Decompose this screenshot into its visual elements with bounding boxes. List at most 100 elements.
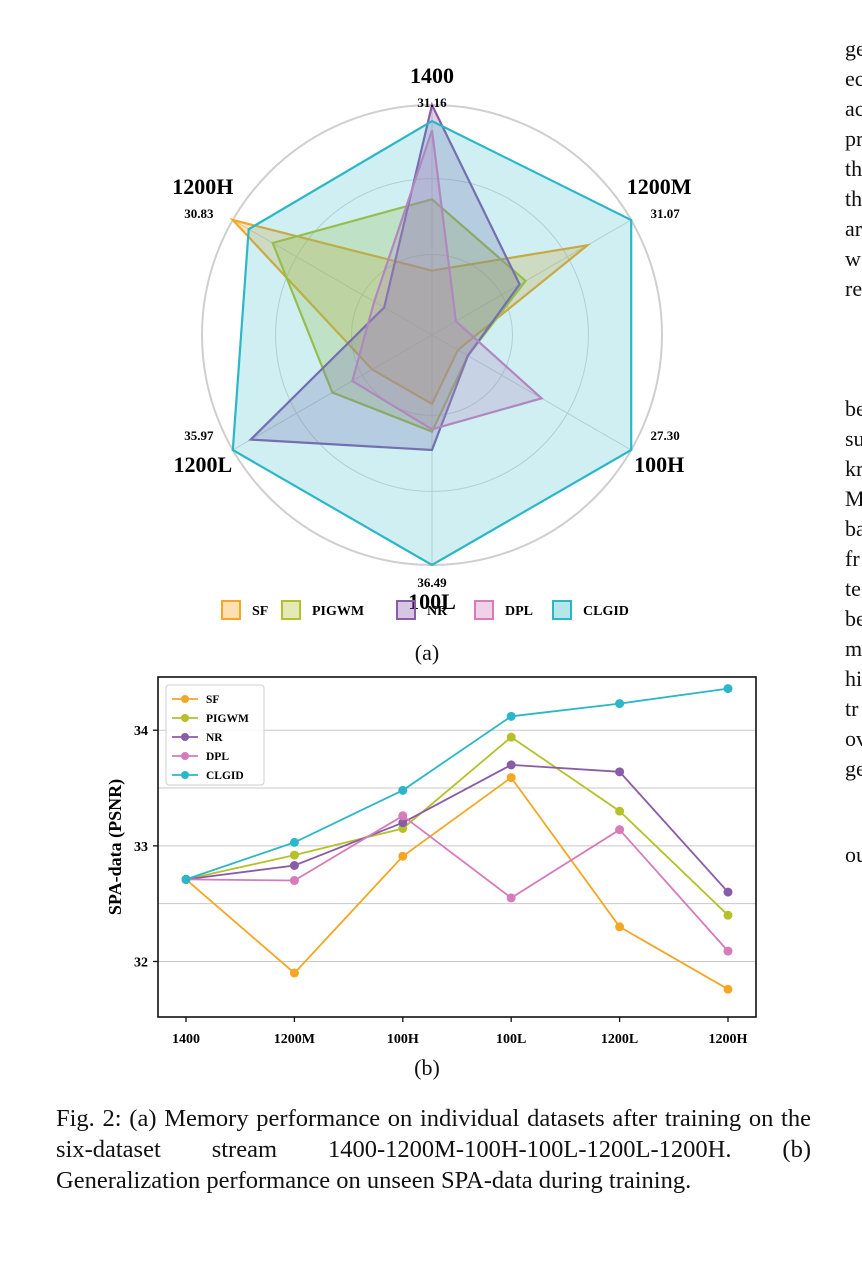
- data-point: [723, 684, 733, 694]
- data-point: [506, 732, 516, 742]
- radar-series-pigwm: [271, 198, 528, 433]
- line-chart: 32 33 34 1400 1200M 100H 100L 1200L 1200H SPA-dat…: [105, 676, 757, 1047]
- line-series-dpl: [181, 811, 733, 956]
- data-point: [289, 968, 299, 978]
- legend-label: NR: [206, 732, 223, 744]
- side-text-line: tr: [845, 696, 859, 721]
- data-point: [506, 893, 516, 903]
- side-text-line: ge: [845, 756, 862, 781]
- series-line: [185, 814, 729, 952]
- legend-label: NR: [427, 604, 448, 619]
- line-series-sf: [181, 773, 733, 994]
- data-point: [615, 699, 625, 709]
- radar-axis-label: 1200L: [173, 452, 232, 477]
- series-line: [185, 687, 729, 881]
- series-line: [185, 776, 729, 990]
- x-tick-label: 1200M: [274, 1032, 315, 1047]
- side-text-line: hi: [845, 666, 862, 691]
- line-series-clgid: [181, 684, 733, 884]
- radar-legend-entry: PIGWM: [281, 600, 364, 620]
- data-point: [723, 984, 733, 994]
- data-point: [289, 876, 299, 886]
- legend-swatch: [281, 600, 301, 620]
- data-point: [723, 946, 733, 956]
- radar-spoke: [431, 219, 632, 336]
- data-point: [398, 785, 408, 795]
- data-point: [506, 711, 516, 721]
- side-text-line: re: [845, 276, 862, 301]
- radar-axis-label: 1200M: [627, 174, 692, 199]
- side-text-line: be: [845, 606, 862, 631]
- radar-spoke: [431, 334, 632, 451]
- data-point: [615, 767, 625, 777]
- radar-legend-entry: CLGID: [552, 600, 629, 620]
- y-axis-label: SPA-data (PSNR): [105, 779, 126, 915]
- side-text-line: th: [845, 186, 862, 211]
- series-line: [185, 763, 729, 893]
- legend-swatch: [474, 600, 494, 620]
- radar-legend-entry: DPL: [474, 600, 533, 620]
- data-point: [506, 760, 516, 770]
- data-point: [181, 874, 191, 884]
- legend-label: DPL: [505, 604, 533, 619]
- radar-axis-label: 100H: [634, 452, 684, 477]
- radar-legend-entry: NR: [396, 600, 448, 620]
- legend-box: [165, 684, 265, 786]
- data-point: [615, 922, 625, 932]
- side-text-line: th: [845, 156, 862, 181]
- side-text-line: ec: [845, 66, 862, 91]
- radar-series: [229, 101, 633, 567]
- radar-series-dpl: [351, 129, 544, 431]
- line-axes: 32 33 34 1400 1200M 100H 100L 1200L 1200H SPA-dat…: [105, 676, 757, 1047]
- line-legend-entry: CLGID: [172, 770, 244, 782]
- data-point: [615, 806, 625, 816]
- radar-series-sf: [229, 218, 592, 406]
- side-text-line: te: [845, 576, 861, 601]
- legend-marker: [181, 695, 189, 703]
- radar-axis-label: 100L: [408, 589, 456, 614]
- side-text-line: ac: [845, 96, 862, 121]
- radar-axis-label: 1200H: [172, 174, 233, 199]
- x-tick-label: 100L: [496, 1032, 526, 1047]
- y-tick-label: 34: [134, 724, 148, 739]
- data-point: [289, 837, 299, 847]
- panel-a-label: (a): [414, 640, 440, 665]
- y-tick-label: 32: [134, 955, 148, 970]
- line-legend: SF PIGWM NR DPL CLGID: [165, 684, 265, 786]
- radar-axis-max-label: 30.83: [184, 206, 214, 221]
- data-point: [615, 825, 625, 835]
- legend-label: CLGID: [206, 770, 244, 782]
- side-text-line: m: [845, 636, 862, 661]
- panel-b-label: (b): [414, 1055, 440, 1080]
- legend-swatch: [221, 600, 241, 620]
- side-text-line: ou: [845, 842, 862, 867]
- radar-axis-max-label: 31.16: [417, 95, 447, 110]
- side-text-line: ba: [845, 516, 862, 541]
- x-tick-label: 1200L: [601, 1032, 638, 1047]
- legend-label: PIGWM: [312, 604, 364, 619]
- side-text-line: kr: [845, 456, 862, 481]
- side-text-line: su: [845, 426, 862, 451]
- x-tick-label: 1400: [172, 1032, 200, 1047]
- data-point: [723, 887, 733, 897]
- radar-legend: SF PIGWM NR DPL CLGID: [221, 600, 629, 620]
- line-legend-entry: SF: [172, 694, 219, 706]
- side-text-line: w: [845, 246, 861, 271]
- side-text-line: ov: [845, 726, 862, 751]
- radar-axis-max-label: 31.07: [651, 206, 681, 221]
- data-point: [289, 850, 299, 860]
- radar-axis-max-label: 35.97: [184, 428, 214, 443]
- legend-label: SF: [206, 694, 219, 706]
- data-point: [506, 773, 516, 783]
- radar-spoke: [232, 219, 433, 336]
- plot-frame: [157, 676, 757, 1018]
- line-legend-entry: NR: [172, 732, 223, 744]
- side-text-block-3: ou: [845, 840, 862, 870]
- data-point: [289, 861, 299, 871]
- legend-label: CLGID: [583, 604, 629, 619]
- line-legend-entry: PIGWM: [172, 713, 249, 725]
- data-point: [398, 811, 408, 821]
